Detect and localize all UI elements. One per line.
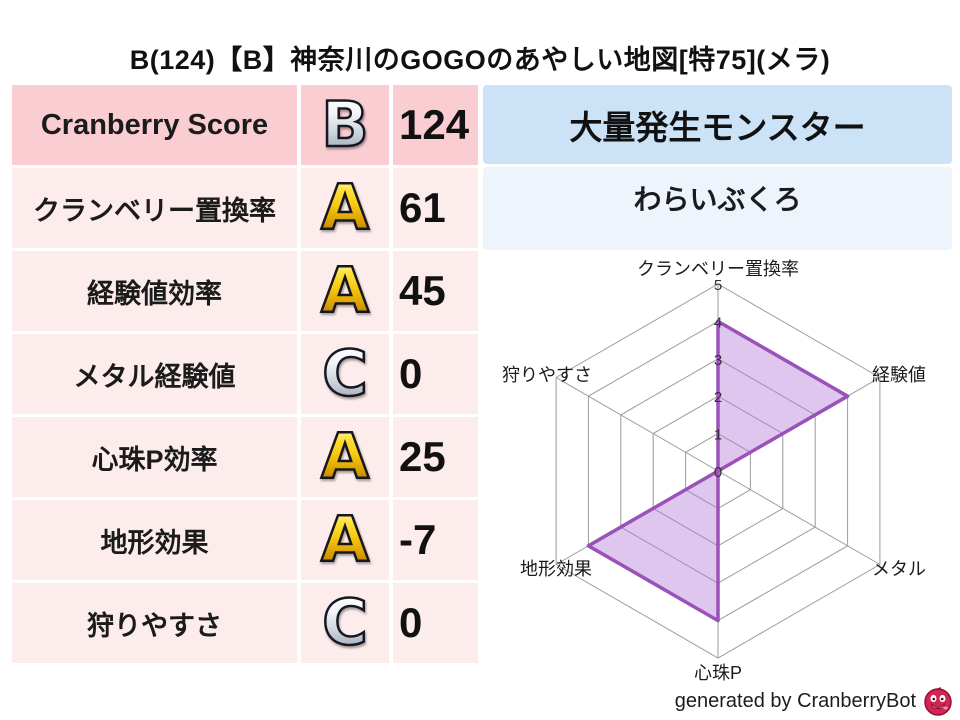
- stat-label: 経験値効率: [12, 251, 297, 331]
- grade-cell: C: [301, 583, 389, 663]
- grade-letter-icon: A: [320, 171, 370, 244]
- grade-letter-icon: B: [320, 88, 370, 161]
- svg-text:地形効果: 地形効果: [520, 559, 592, 579]
- stat-label: クランベリー置換率: [12, 168, 297, 248]
- stat-label: Cranberry Score: [12, 85, 297, 165]
- svg-text:狩りやすさ: 狩りやすさ: [502, 365, 592, 385]
- cranberry-icon: [924, 687, 952, 716]
- stat-label: 心珠P効率: [12, 417, 297, 497]
- monster-name: わらいぶくろ: [483, 167, 952, 250]
- stat-value: -7: [393, 500, 478, 580]
- stat-label: 地形効果: [12, 500, 297, 580]
- svg-text:0: 0: [714, 464, 722, 481]
- stats-table: Cranberry Score B 124 クランベリー置換率 A 61 経験値…: [12, 85, 478, 663]
- stat-value: 61: [393, 168, 478, 248]
- svg-text:5: 5: [714, 277, 722, 294]
- svg-text:経験値: 経験値: [872, 365, 926, 385]
- page-title: B(124)【B】神奈川のGOGOのあやしい地図[特75](メラ): [129, 45, 831, 75]
- grade-letter-icon: C: [321, 586, 369, 659]
- grade-letter-icon: A: [320, 254, 370, 327]
- svg-text:4: 4: [714, 314, 722, 331]
- svg-text:メタル: メタル: [872, 559, 926, 579]
- grade-cell: C: [301, 334, 389, 414]
- radar-chart: 0 1 2 3 4 5 クランベリー置換率経験値メタル心珠P 地形効果 狩りやすさ: [480, 253, 960, 698]
- monster-header: 大量発生モンスター: [483, 85, 952, 164]
- stat-label: メタル経験値: [12, 334, 297, 414]
- svg-text:心珠P: 心珠P: [694, 663, 742, 683]
- stat-value: 0: [393, 583, 478, 663]
- svg-text:3: 3: [714, 352, 722, 369]
- svg-text:1: 1: [714, 427, 722, 444]
- stat-label: 狩りやすさ: [12, 583, 297, 663]
- grade-letter-icon: C: [321, 337, 369, 410]
- grade-letter-icon: A: [320, 420, 370, 493]
- grade-cell: B: [301, 85, 389, 165]
- svg-text:クランベリー置換率: クランベリー置換率: [637, 259, 799, 279]
- grade-letter-icon: A: [320, 503, 370, 576]
- credit: generated by CranberryBot: [675, 684, 954, 718]
- credit-text: generated by CranberryBot: [674, 689, 916, 712]
- stat-value: 124: [393, 85, 478, 165]
- grade-cell: A: [301, 168, 389, 248]
- stat-value: 0: [393, 334, 478, 414]
- grade-cell: A: [301, 251, 389, 331]
- stat-value: 45: [393, 251, 478, 331]
- svg-text:2: 2: [714, 389, 722, 406]
- stat-value: 25: [393, 417, 478, 497]
- grade-cell: A: [301, 417, 389, 497]
- grade-cell: A: [301, 500, 389, 580]
